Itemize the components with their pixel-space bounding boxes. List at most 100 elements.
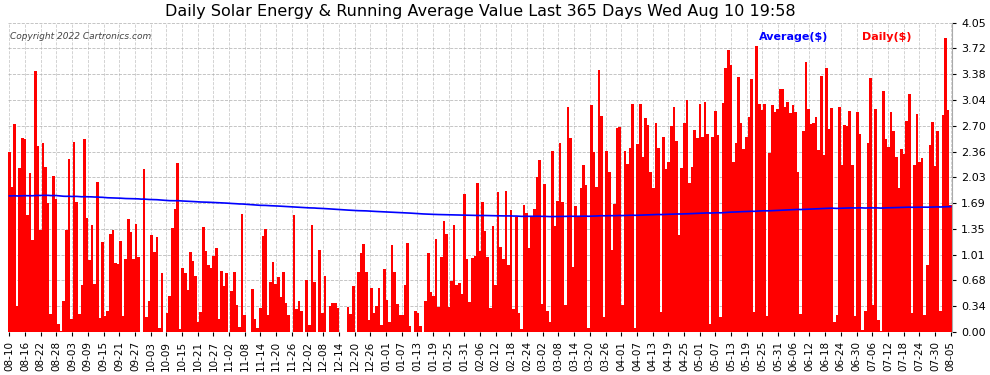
- Bar: [435, 239, 438, 332]
- Bar: [176, 163, 179, 332]
- Bar: [624, 151, 626, 332]
- Bar: [16, 306, 19, 332]
- Bar: [101, 242, 104, 332]
- Bar: [404, 285, 406, 332]
- Bar: [621, 305, 624, 332]
- Bar: [414, 311, 417, 332]
- Bar: [683, 123, 686, 332]
- Bar: [603, 317, 606, 332]
- Bar: [117, 264, 120, 332]
- Bar: [768, 153, 771, 332]
- Bar: [675, 141, 678, 332]
- Bar: [626, 164, 629, 332]
- Bar: [197, 322, 199, 332]
- Bar: [533, 209, 536, 332]
- Bar: [120, 240, 122, 332]
- Bar: [895, 157, 898, 332]
- Bar: [458, 283, 460, 332]
- Bar: [181, 268, 184, 332]
- Bar: [476, 183, 479, 332]
- Bar: [903, 154, 906, 332]
- Bar: [600, 116, 603, 332]
- Bar: [595, 187, 598, 332]
- Bar: [466, 259, 468, 332]
- Bar: [906, 120, 908, 332]
- Bar: [733, 162, 735, 332]
- Bar: [497, 192, 499, 332]
- Bar: [492, 226, 494, 332]
- Bar: [393, 273, 396, 332]
- Bar: [346, 307, 349, 332]
- Bar: [939, 311, 941, 332]
- Bar: [820, 76, 823, 332]
- Bar: [773, 112, 776, 332]
- Bar: [882, 91, 885, 332]
- Bar: [78, 314, 80, 332]
- Bar: [455, 285, 458, 332]
- Bar: [205, 251, 207, 332]
- Bar: [572, 267, 574, 332]
- Bar: [378, 288, 380, 332]
- Bar: [750, 79, 752, 332]
- Bar: [21, 138, 24, 332]
- Text: Copyright 2022 Cartronics.com: Copyright 2022 Cartronics.com: [10, 32, 151, 41]
- Bar: [359, 253, 362, 332]
- Bar: [269, 282, 272, 332]
- Bar: [810, 124, 813, 332]
- Bar: [72, 142, 75, 332]
- Bar: [32, 240, 34, 332]
- Bar: [357, 272, 359, 332]
- Bar: [551, 151, 553, 332]
- Bar: [67, 159, 70, 332]
- Bar: [106, 310, 109, 332]
- Bar: [841, 165, 843, 332]
- Bar: [794, 112, 797, 332]
- Bar: [425, 301, 427, 332]
- Bar: [135, 224, 138, 332]
- Bar: [143, 169, 146, 332]
- Bar: [194, 276, 197, 332]
- Bar: [50, 314, 52, 332]
- Bar: [758, 104, 760, 332]
- Bar: [127, 219, 130, 332]
- Bar: [334, 303, 337, 332]
- Bar: [502, 259, 505, 332]
- Bar: [619, 127, 621, 332]
- Bar: [367, 320, 370, 332]
- Bar: [926, 265, 929, 332]
- Bar: [696, 138, 699, 332]
- Bar: [409, 326, 412, 332]
- Bar: [352, 286, 354, 332]
- Bar: [657, 147, 659, 332]
- Bar: [130, 232, 133, 332]
- Bar: [949, 206, 952, 332]
- Bar: [417, 313, 419, 332]
- Bar: [851, 165, 853, 332]
- Bar: [598, 70, 600, 332]
- Bar: [406, 243, 409, 332]
- Bar: [779, 89, 781, 332]
- Bar: [401, 315, 404, 332]
- Bar: [298, 300, 300, 332]
- Bar: [735, 143, 738, 332]
- Bar: [667, 162, 670, 332]
- Bar: [114, 263, 117, 332]
- Bar: [179, 330, 181, 332]
- Bar: [688, 183, 691, 332]
- Bar: [218, 319, 220, 332]
- Bar: [877, 320, 879, 332]
- Bar: [520, 329, 523, 332]
- Bar: [874, 109, 877, 332]
- Bar: [727, 50, 730, 332]
- Bar: [869, 78, 872, 332]
- Bar: [539, 160, 541, 332]
- Bar: [701, 137, 704, 332]
- Bar: [399, 315, 401, 332]
- Bar: [484, 231, 486, 332]
- Bar: [515, 217, 518, 332]
- Bar: [362, 244, 365, 332]
- Bar: [699, 104, 701, 332]
- Bar: [11, 188, 13, 332]
- Bar: [40, 231, 42, 332]
- Bar: [138, 257, 140, 332]
